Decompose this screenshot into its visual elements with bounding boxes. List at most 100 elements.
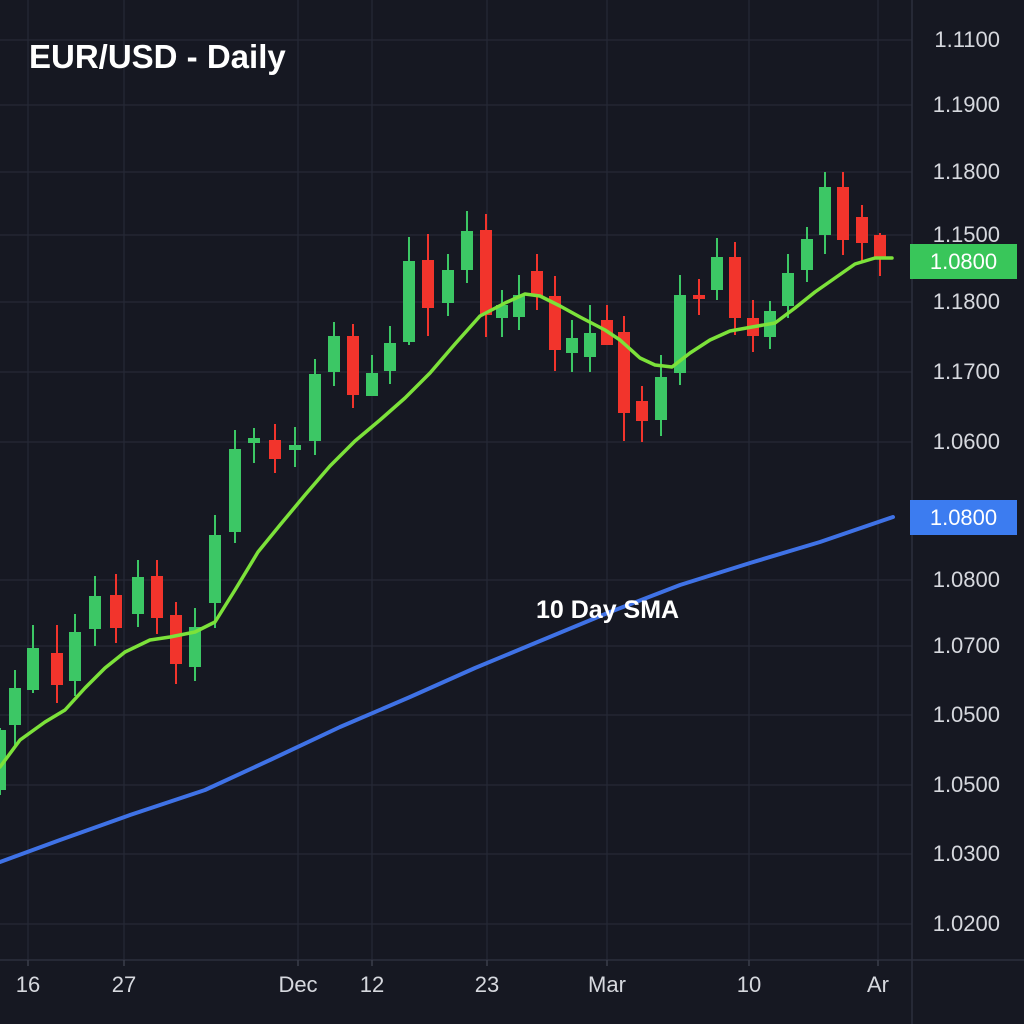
candle[interactable] [209,515,221,628]
candle-body [69,632,81,681]
candle[interactable] [549,276,561,371]
candle[interactable] [636,386,648,442]
candle-body [711,257,723,290]
candle[interactable] [309,359,321,455]
candle[interactable] [782,254,794,318]
candle-body [422,260,434,308]
candle[interactable] [837,172,849,255]
candle[interactable] [655,355,667,436]
grid-lines [0,0,912,960]
candle-body [531,271,543,296]
candle-body [189,627,201,667]
candle[interactable] [618,316,630,441]
sma-fast-path [0,256,894,769]
candle-body [309,374,321,441]
candle-body [674,295,686,373]
time-axis-label: Dec [278,972,318,997]
candle[interactable] [328,322,340,386]
candle-body [442,270,454,303]
candle[interactable] [132,560,144,627]
time-axis-label: 10 [736,972,762,997]
candle[interactable] [347,324,359,408]
candle[interactable] [69,614,81,696]
candle-body [819,187,831,235]
price-axis-label: 1.1800 [932,289,1000,314]
price-axis-label: 1.1500 [932,222,1000,247]
price-axis-label: 1.1800 [932,159,1000,184]
candle[interactable] [819,172,831,254]
candle[interactable] [403,237,415,345]
candle[interactable] [566,320,578,372]
candle[interactable] [248,428,260,463]
candle-body [110,595,122,628]
sma-slow-path [0,515,895,864]
candle[interactable] [442,254,454,316]
candle[interactable] [874,233,886,276]
sma-slow-line [0,515,895,864]
candle-body [289,445,301,450]
candle[interactable] [693,279,705,315]
price-axis-label: 1.1700 [932,359,1000,384]
candle-body [170,615,182,664]
time-axis-label: 23 [474,972,500,997]
candle-body [403,261,415,342]
candle-body [366,373,378,396]
candle-body [132,577,144,614]
price-axis-label: 1.0700 [932,633,1000,658]
candle-body [9,688,21,725]
candle[interactable] [27,625,39,693]
candle-body [27,648,39,690]
candle-body [347,336,359,395]
price-axis-label: 1.0500 [932,772,1000,797]
candles-group [0,172,886,795]
current-price-value: 1.0800 [929,248,998,274]
candle[interactable] [51,625,63,703]
candle[interactable] [496,290,508,337]
candle[interactable] [110,574,122,643]
time-axis-label: 12 [359,972,385,997]
candle[interactable] [422,234,434,336]
candle[interactable] [531,254,543,310]
candle-body [51,653,63,685]
candle[interactable] [89,576,101,646]
candle[interactable] [9,670,21,746]
candle[interactable] [366,355,378,396]
candle-body [729,257,741,318]
candle[interactable] [461,211,473,283]
price-axis-label: 1.0600 [932,429,1000,454]
candle[interactable] [269,424,281,473]
candle-body [584,333,596,357]
candle[interactable] [0,728,6,795]
candle[interactable] [513,275,525,330]
candle-body [384,343,396,371]
candle[interactable] [480,214,492,337]
candle[interactable] [289,427,301,467]
candle[interactable] [189,608,201,681]
candle[interactable] [151,560,163,634]
candle-body [480,230,492,315]
candle-body [328,336,340,372]
sma-annotation-label: 10 Day SMA [536,596,680,624]
candle[interactable] [801,227,813,282]
price-axis-label: 1.0300 [932,841,1000,866]
candle[interactable] [229,430,241,543]
time-axis-label: 27 [111,972,137,997]
sma-fast-line [0,256,894,769]
candle[interactable] [170,602,182,684]
candle[interactable] [601,305,613,345]
sma-price-badge: 1.0800 [910,500,1017,535]
time-axis-label: Mar [588,972,626,997]
candle[interactable] [584,305,596,372]
price-axis-label: 1.0800 [932,567,1000,592]
candle[interactable] [856,205,868,262]
candle-body [248,438,260,443]
candle[interactable] [711,238,723,300]
candle[interactable] [384,326,396,384]
candle[interactable] [729,242,741,335]
candle[interactable] [674,275,686,385]
candle-body [549,296,561,350]
candle-body [269,440,281,459]
